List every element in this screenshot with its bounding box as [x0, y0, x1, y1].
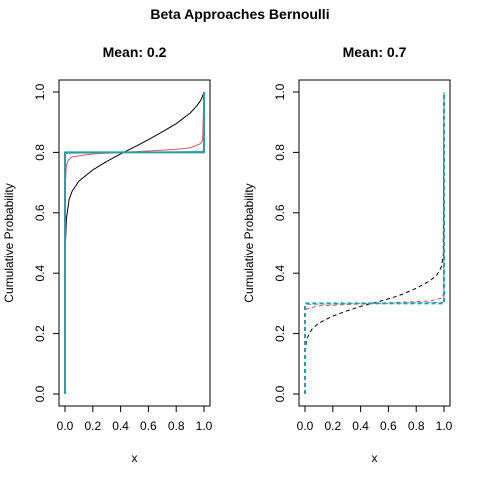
x-tick-label: 0.0: [57, 419, 74, 433]
series-line-4: [64, 91, 205, 395]
x-tick-label: 0.8: [168, 419, 185, 433]
y-tick-label: 0.0: [273, 385, 287, 402]
y-axis-label: Cumulative Probability: [242, 183, 256, 302]
axis-ticks: 0.0 0.2 0.4 0.6 0.8 1.0 0.0 0.2 0.4 0.6 0.8 1.0: [273, 83, 452, 433]
panel-title: Mean: 0.7: [343, 44, 407, 60]
x-tick-label: 1.0: [196, 419, 213, 433]
x-axis-label: x: [372, 451, 378, 465]
y-tick-label: 1.0: [273, 83, 287, 100]
figure-title: Beta Approaches Bernoulli: [150, 6, 329, 22]
series-line-2: [64, 91, 205, 395]
x-tick-label: 0.6: [140, 419, 157, 433]
x-tick-label: 0.2: [84, 419, 101, 433]
series-line-4: [304, 91, 445, 395]
panel-mean-0-2: Mean: 0.2 x Cumulative Probability 0.0 0.…: [2, 44, 213, 465]
panel-title: Mean: 0.2: [103, 44, 167, 60]
y-tick-label: 0.6: [33, 204, 47, 221]
series-lines: [64, 91, 205, 395]
y-tick-label: 0.2: [273, 325, 287, 342]
series-line-1: [304, 91, 445, 395]
x-tick-label: 0.0: [297, 419, 314, 433]
x-tick-label: 0.6: [380, 419, 397, 433]
y-tick-label: 0.2: [33, 325, 47, 342]
y-tick-label: 0.0: [33, 385, 47, 402]
series-line-3: [64, 91, 205, 395]
x-tick-label: 0.4: [112, 419, 129, 433]
y-tick-label: 0.6: [273, 204, 287, 221]
y-tick-label: 1.0: [33, 83, 47, 100]
series-line-2: [304, 91, 445, 395]
plot-frame: [298, 79, 451, 407]
axis-ticks: 0.0 0.2 0.4 0.6 0.8 1.0 0.0 0.2 0.4 0.6 0.8 1.0: [33, 83, 212, 433]
x-tick-label: 0.2: [324, 419, 341, 433]
y-tick-label: 0.4: [273, 265, 287, 282]
series-line-3: [304, 91, 445, 395]
x-tick-label: 0.4: [352, 419, 369, 433]
y-axis-label: Cumulative Probability: [2, 183, 16, 302]
y-tick-label: 0.8: [33, 144, 47, 161]
x-tick-label: 1.0: [436, 419, 453, 433]
y-tick-label: 0.4: [33, 265, 47, 282]
y-tick-label: 0.8: [273, 144, 287, 161]
x-tick-label: 0.8: [408, 419, 425, 433]
panel-mean-0-7: Mean: 0.7 x Cumulative Probability 0.0 0.…: [242, 44, 453, 465]
series-lines: [304, 91, 445, 395]
x-axis-label: x: [132, 451, 138, 465]
plot-frame: [58, 79, 211, 407]
series-line-1: [64, 91, 205, 395]
